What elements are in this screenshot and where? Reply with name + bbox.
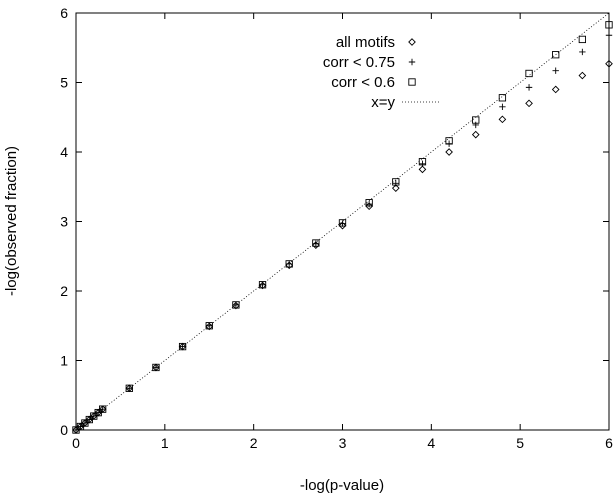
legend-label: corr < 0.6 [331, 74, 395, 91]
data-point-diamond [365, 202, 373, 211]
legend-marker-diamond [408, 38, 416, 46]
data-point-square [285, 260, 293, 268]
series-diamond [72, 59, 613, 434]
data-point-plus [552, 67, 559, 74]
legend-label: corr < 0.75 [323, 54, 395, 71]
x-tick-label: 3 [339, 435, 347, 451]
axis-ticks: 0 1 2 3 4 5 6 0 1 2 3 4 5 6 [60, 5, 613, 451]
data-point-square [312, 239, 320, 247]
data-point-plus [286, 260, 293, 268]
data-point-diamond [338, 221, 347, 230]
y-tick-label: 2 [60, 283, 68, 299]
x-tick-label: 5 [516, 435, 524, 451]
data-point-square [605, 21, 613, 29]
data-point-square [445, 137, 453, 145]
legend-marker-plus [408, 58, 416, 66]
data-point-square [525, 69, 533, 78]
data-point-plus [232, 301, 240, 309]
series-plus [72, 32, 613, 434]
data-point-square [232, 301, 240, 309]
data-point-square [472, 116, 480, 124]
data-point-plus [605, 32, 613, 39]
data-point-square [205, 322, 213, 330]
data-point-square [578, 35, 587, 44]
data-point-diamond [525, 99, 533, 108]
x-tick-label: 4 [427, 435, 435, 451]
data-point-plus [126, 385, 133, 392]
data-point-plus [579, 48, 586, 56]
legend-marker-square [408, 78, 416, 86]
data-point-plus [206, 322, 213, 329]
data-point-square [125, 384, 133, 392]
x-axis-label: -log(p-value) [300, 477, 384, 494]
data-point-plus [259, 281, 266, 288]
y-tick-label: 5 [60, 75, 68, 91]
x-tick-label: 0 [72, 435, 80, 451]
legend: all motifs corr < 0.75 corr < 0.6 x=y [323, 34, 440, 111]
data-point-diamond [551, 85, 560, 94]
y-tick-label: 6 [60, 5, 68, 21]
data-point-square [98, 405, 107, 413]
data-point-diamond [418, 165, 427, 174]
x-tick-label: 1 [161, 435, 169, 451]
data-point-square [338, 219, 347, 227]
y-tick-label: 1 [60, 353, 68, 369]
data-point-square [178, 342, 187, 351]
data-point-square [365, 199, 373, 207]
data-point-diamond [391, 184, 400, 192]
data-point-diamond [605, 59, 613, 68]
y-tick-label: 0 [60, 422, 68, 438]
data-point-plus [419, 160, 426, 168]
x-tick-label: 2 [250, 435, 258, 451]
data-point-diamond [578, 71, 587, 80]
data-point-square [258, 281, 267, 289]
y-tick-label: 3 [60, 214, 68, 230]
data-points [72, 21, 613, 434]
legend-label: all motifs [336, 34, 395, 51]
data-point-plus [525, 84, 533, 91]
data-point-square [152, 363, 160, 372]
data-point-plus [179, 343, 186, 350]
data-point-diamond [445, 148, 453, 156]
data-point-plus [152, 364, 160, 371]
series-square [72, 21, 613, 434]
legend-label: x=y [371, 94, 395, 111]
data-point-square [392, 178, 400, 186]
x-tick-label: 6 [605, 435, 613, 451]
data-point-plus [499, 103, 506, 111]
data-point-square [418, 158, 427, 166]
data-point-diamond [471, 130, 480, 139]
y-tick-label: 4 [60, 144, 68, 160]
data-point-plus [472, 121, 479, 129]
data-point-diamond [498, 115, 507, 124]
y-axis-label: -log(observed fraction) [3, 146, 20, 296]
data-point-square [498, 94, 507, 102]
data-point-square [552, 51, 560, 59]
